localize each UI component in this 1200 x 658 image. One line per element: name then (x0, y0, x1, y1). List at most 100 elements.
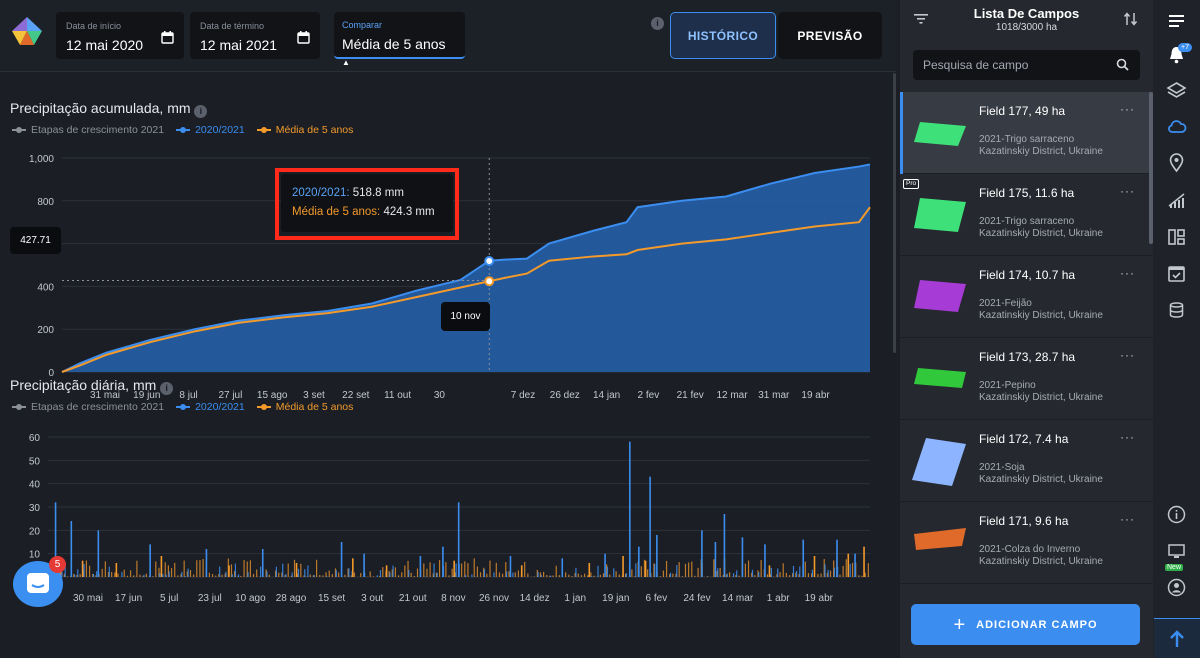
app-logo[interactable] (8, 11, 46, 51)
bar-media-5-anos (580, 575, 583, 577)
bar-media-5-anos (675, 573, 677, 577)
more-options-icon[interactable]: ··· (1120, 430, 1135, 444)
x-tick-label: 6 fev (646, 593, 668, 604)
legend-marker (176, 127, 191, 133)
main-scrollbar[interactable] (893, 73, 896, 353)
tab-previsao[interactable]: PREVISÃO (778, 12, 882, 59)
legend-marker (12, 404, 26, 410)
bar-media-5-anos (407, 560, 409, 577)
bar-2020-2021 (540, 574, 542, 577)
info-icon[interactable]: i (651, 17, 664, 30)
bar-2020-2021 (307, 565, 309, 577)
tab-historico[interactable]: HISTÓRICO (670, 12, 776, 59)
calendar-icon[interactable] (161, 31, 174, 44)
analytics-icon[interactable] (1166, 190, 1187, 211)
storage-icon[interactable] (1166, 300, 1187, 321)
x-tick-label: 3 out (361, 593, 383, 604)
bar-media-5-anos (851, 562, 854, 577)
monitor-icon[interactable] (1166, 541, 1187, 562)
accumulated-chart-title: Precipitação acumulada, mm i (10, 100, 208, 118)
weather-cloud-icon[interactable] (1166, 116, 1187, 137)
user-account-icon[interactable] (1166, 577, 1187, 598)
bar-media-5-anos (634, 575, 636, 577)
info-icon[interactable]: i (194, 105, 208, 118)
list-item[interactable]: Field 171, 9.6 ha 2021-Colza do Inverno … (900, 502, 1153, 584)
bar-media-5-anos (438, 560, 441, 577)
more-options-icon[interactable]: ··· (1120, 348, 1135, 362)
y-tick-label: 30 (29, 503, 41, 514)
chart-tooltip: 2020/2021: 518.8 mm Média de 5 anos: 424… (281, 174, 453, 232)
bar-2020-2021 (537, 571, 539, 577)
list-item[interactable]: Field 172, 7.4 ha 2021-Soja Kazatinskiy … (900, 420, 1153, 502)
calendar-check-icon[interactable] (1166, 263, 1187, 284)
bar-media-5-anos (574, 572, 576, 577)
calendar-icon[interactable] (297, 31, 310, 44)
bar-media-5-anos (602, 573, 605, 577)
y-tick-label: 1,000 (29, 154, 54, 165)
bar-media-5-anos (202, 558, 204, 577)
add-field-button[interactable]: + ADICIONAR CAMPO (911, 604, 1140, 645)
bar-media-5-anos (111, 571, 113, 577)
legend-item-current[interactable]: 2020/2021 (176, 124, 245, 136)
search-icon[interactable] (1116, 58, 1129, 71)
pro-badge: Pro (903, 179, 920, 189)
bar-media-5-anos (826, 572, 828, 577)
bar-media-5-anos (804, 561, 806, 577)
field-district: Kazatinskiy District, Ukraine (979, 228, 1103, 239)
filter-icon[interactable] (914, 13, 928, 25)
list-item[interactable]: Field 174, 10.7 ha 2021-Feijão Kazatinsk… (900, 256, 1153, 338)
bar-media-5-anos (237, 576, 239, 577)
bar-media-5-anos (228, 565, 230, 577)
bar-media-5-anos (669, 574, 671, 577)
map-pin-icon[interactable] (1166, 152, 1187, 173)
bar-media-5-anos (306, 576, 308, 577)
sort-icon[interactable] (1124, 12, 1137, 26)
bar-2020-2021 (770, 567, 773, 577)
top-toolbar: Data de início 12 mai 2020 Data de térmi… (0, 0, 896, 72)
list-item[interactable]: Field 173, 28.7 ha 2021-Pepino Kazatinsk… (900, 338, 1153, 420)
bar-media-5-anos (863, 546, 865, 577)
list-item[interactable]: Pro Field 175, 11.6 ha 2021-Trigo sarrac… (900, 174, 1153, 256)
bar-media-5-anos (738, 575, 740, 577)
compare-select[interactable]: Comparar Média de 5 anos ▲ (334, 12, 465, 67)
legend-item-stages[interactable]: Etapas de crescimento 2021 (12, 124, 164, 136)
info-circle-icon[interactable] (1166, 504, 1187, 525)
bar-media-5-anos (186, 571, 188, 577)
start-date-field[interactable]: Data de início 12 mai 2020 (56, 12, 184, 59)
fields-scrollbar[interactable] (1149, 92, 1153, 244)
bar-media-5-anos (722, 574, 724, 577)
bar-2020-2021 (70, 521, 73, 577)
list-item[interactable]: Field 177, 49 ha 2021-Trigo sarraceno Ka… (900, 92, 1153, 174)
dashboard-icon[interactable] (1166, 227, 1187, 248)
field-search-input[interactable]: Pesquisa de campo (913, 50, 1140, 80)
layers-icon[interactable] (1166, 80, 1187, 101)
bar-media-5-anos (858, 575, 860, 577)
legend-item-average[interactable]: Média de 5 anos (256, 124, 353, 136)
more-options-icon[interactable]: ··· (1120, 184, 1135, 198)
bar-media-5-anos (577, 573, 579, 577)
more-options-icon[interactable]: ··· (1120, 102, 1135, 116)
menu-icon[interactable] (1166, 10, 1187, 31)
scroll-top-button[interactable] (1154, 618, 1200, 658)
end-date-field[interactable]: Data de término 12 mai 2021 (190, 12, 320, 59)
legend-item-stages[interactable]: Etapas de crescimento 2021 (12, 401, 164, 413)
bar-media-5-anos (300, 563, 302, 577)
info-icon[interactable]: i (160, 382, 174, 395)
bar-media-5-anos (145, 573, 147, 577)
bar-2020-2021 (260, 566, 262, 577)
legend-marker (256, 404, 271, 410)
x-tick-label: 3 set (303, 390, 325, 401)
more-options-icon[interactable]: ··· (1120, 266, 1135, 280)
more-options-icon[interactable]: ··· (1120, 512, 1135, 526)
y-tick-label: 800 (37, 197, 54, 208)
legend-item-current[interactable]: 2020/2021 (176, 401, 245, 413)
legend-item-average[interactable]: Média de 5 anos (256, 401, 353, 413)
bar-2020-2021 (717, 568, 719, 577)
search-placeholder: Pesquisa de campo (923, 58, 1029, 72)
bar-media-5-anos (713, 559, 715, 577)
bar-media-5-anos (694, 575, 696, 577)
bar-2020-2021 (723, 514, 726, 577)
x-tick-label: 15 set (318, 593, 345, 604)
